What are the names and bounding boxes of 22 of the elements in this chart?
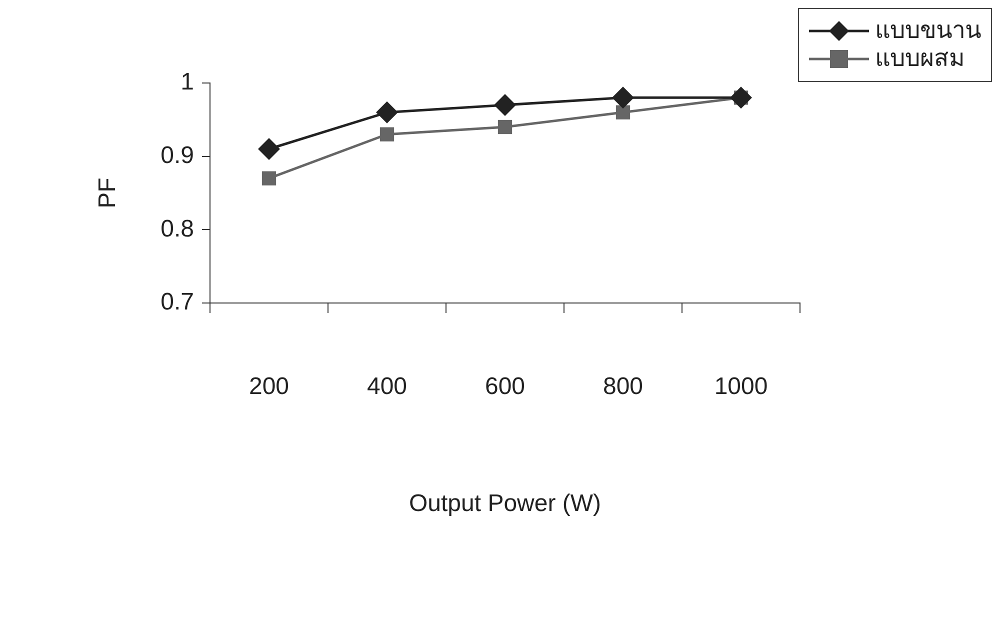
x-tick-label: 1000 xyxy=(714,373,768,400)
point xyxy=(612,86,634,109)
x-tick-label: 200 xyxy=(248,373,290,400)
point xyxy=(616,105,630,120)
y-axis-title: PF xyxy=(94,178,122,208)
y-tick-label: 0.9 xyxy=(160,142,194,169)
point xyxy=(262,171,276,186)
point xyxy=(376,101,398,124)
legend-label: แบบขนาน xyxy=(875,17,981,45)
point xyxy=(494,94,516,116)
x-tick-label: 800 xyxy=(602,373,644,400)
point xyxy=(498,120,512,134)
point xyxy=(258,138,280,160)
x-axis-title: Output Power (W) xyxy=(408,490,602,518)
x-tick-label: 400 xyxy=(366,373,408,400)
y-tick-label: 0.8 xyxy=(160,215,194,242)
point xyxy=(730,86,752,109)
legend-label: แบบผสม xyxy=(875,45,965,73)
y-tick-label: 0.7 xyxy=(160,288,194,316)
y-tick-label: 1 xyxy=(180,68,194,96)
point xyxy=(380,127,394,142)
x-tick-label: 600 xyxy=(484,373,526,400)
